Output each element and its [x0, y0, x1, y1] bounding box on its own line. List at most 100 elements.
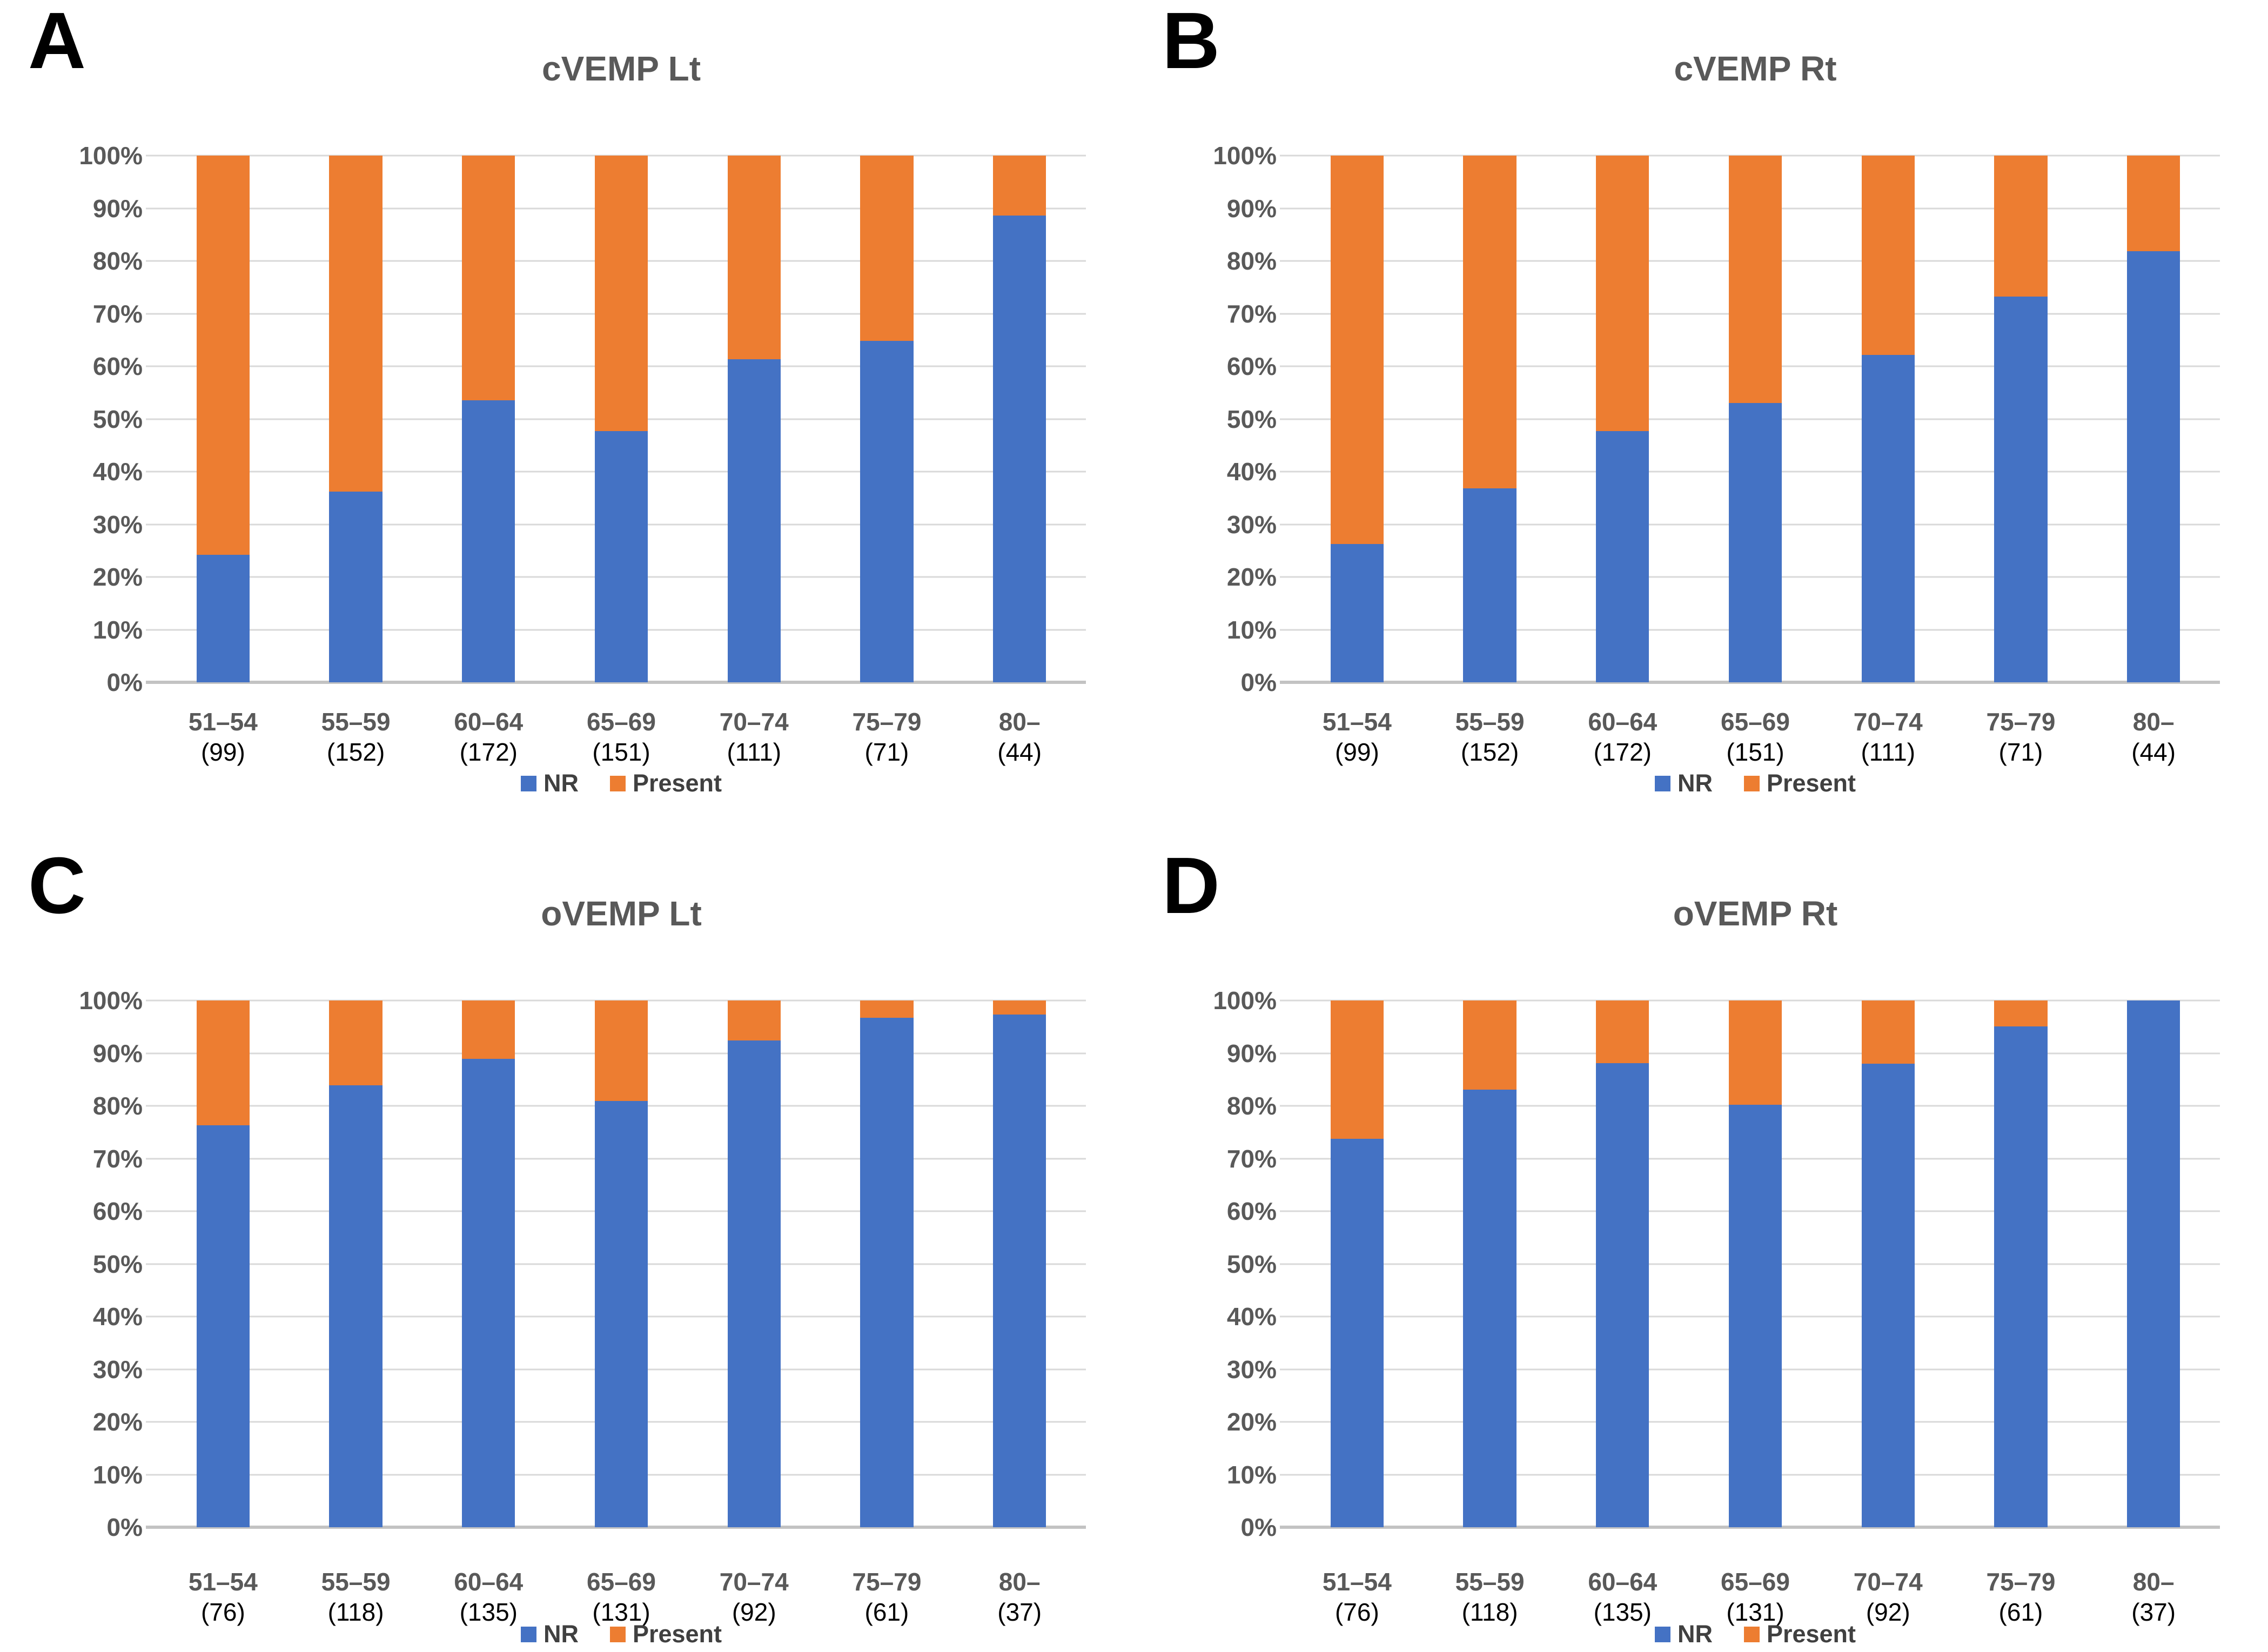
age-range-label: 65–69: [587, 708, 656, 736]
present-segment: [329, 1000, 383, 1085]
y-tick-label: 60%: [1226, 352, 1277, 380]
bar-slot: [1822, 1000, 1955, 1527]
present-segment: [1463, 156, 1517, 489]
y-tick-label: 70%: [92, 1144, 143, 1173]
y-tick-label: 20%: [92, 563, 143, 591]
bars-container: [157, 1000, 1086, 1527]
y-tick-label: 80%: [1226, 1092, 1277, 1120]
count-label: (76): [200, 1598, 245, 1627]
bars-container: [157, 156, 1086, 682]
stacked-bar: [329, 1000, 383, 1527]
present-segment: [196, 156, 250, 555]
x-category-label: 80– (37): [2087, 1567, 2220, 1627]
bar-slot: [1822, 156, 1955, 682]
chart-panel-c: C oVEMP Lt 100% 90% 80% 70% 60% 50% 40% 30% 20% 1…: [0, 826, 1134, 1652]
count-label: (172): [1593, 738, 1652, 767]
count-label: (44): [997, 738, 1042, 767]
x-category-label: 80– (44): [2087, 707, 2220, 767]
age-range-label: 51–54: [188, 708, 258, 736]
count-label: (135): [459, 1598, 518, 1627]
x-category-label: 51–54 (99): [1291, 707, 1424, 767]
present-segment: [196, 1000, 250, 1126]
legend: NR Present: [157, 769, 1086, 797]
x-category-label: 55–59 (152): [1424, 707, 1556, 767]
count-label: (92): [1866, 1598, 1910, 1627]
chart-title: oVEMP Rt: [1673, 894, 1838, 933]
legend: NR Present: [157, 1620, 1086, 1648]
bars-container: [1291, 1000, 2220, 1527]
nr-segment: [2127, 1000, 2180, 1527]
present-segment: [1728, 156, 1782, 404]
legend-label: Present: [1766, 1620, 1856, 1648]
y-axis: 100% 90% 80% 70% 60% 50% 40% 30% 20% 10% 0%: [5, 986, 157, 1541]
age-range-label: 80–: [2132, 708, 2175, 736]
y-tick-label: 90%: [92, 1039, 143, 1067]
nr-segment: [1463, 488, 1517, 682]
x-category-label: 75–79 (61): [821, 1567, 954, 1627]
nr-segment: [329, 1085, 383, 1527]
y-tick-label: 0%: [106, 1513, 143, 1541]
legend-item-nr: NR: [1654, 1620, 1713, 1648]
bar-slot: [290, 1000, 422, 1527]
y-tick-label: 60%: [92, 1197, 143, 1225]
nr-segment: [860, 341, 914, 682]
x-category-label: 80– (44): [953, 707, 1086, 767]
bar-slot: [422, 1000, 555, 1527]
x-axis: 51–54 (99) 55–59 (152) 60–64 (172) 65–69 (151) 7…: [157, 707, 1086, 767]
age-range-label: 70–74: [1853, 708, 1923, 736]
x-category-label: 60–64 (135): [1556, 1567, 1689, 1627]
count-label: (151): [1726, 738, 1784, 767]
bars-container: [1291, 156, 2220, 682]
x-category-label: 51–54 (76): [157, 1567, 290, 1627]
y-tick-label: 20%: [1226, 563, 1277, 591]
stacked-bar: [1994, 156, 2048, 682]
bar-slot: [821, 1000, 954, 1527]
y-tick-label: 40%: [92, 458, 143, 486]
present-segment: [1994, 156, 2048, 297]
legend-item-present: Present: [1743, 769, 1856, 797]
nr-segment: [1728, 1105, 1782, 1527]
legend-label: NR: [543, 769, 579, 797]
present-segment: [993, 1000, 1046, 1015]
age-range-label: 65–69: [1721, 1568, 1790, 1596]
plot-area: [1280, 999, 2220, 1529]
count-label: (37): [997, 1598, 1042, 1627]
present-segment: [1861, 156, 1915, 355]
age-range-label: 55–59: [1455, 708, 1525, 736]
y-tick-label: 30%: [92, 510, 143, 539]
present-segment: [2127, 156, 2180, 252]
bar-slot: [1424, 1000, 1556, 1527]
x-axis: 51–54 (76) 55–59 (118) 60–64 (135) 65–69 (131) 7…: [1291, 1567, 2220, 1627]
age-range-label: 55–59: [321, 1568, 391, 1596]
chart-panel-d: D oVEMP Rt 100% 90% 80% 70% 60% 50% 40% 30% 20% 1…: [1134, 826, 2268, 1652]
age-range-label: 51–54: [1322, 1568, 1392, 1596]
age-range-label: 65–69: [587, 1568, 656, 1596]
bar-slot: [1955, 156, 2088, 682]
count-label: (111): [727, 738, 782, 767]
present-segment: [462, 1000, 515, 1059]
legend-swatch-nr: [1654, 1626, 1670, 1642]
legend-item-present: Present: [1743, 1620, 1856, 1648]
bar-slot: [1689, 156, 1822, 682]
y-tick-label: 70%: [1226, 299, 1277, 328]
stacked-bar: [1861, 1000, 1915, 1527]
x-category-label: 60–64 (135): [422, 1567, 555, 1627]
y-tick-label: 0%: [106, 668, 143, 696]
legend-swatch-present: [609, 1626, 626, 1642]
plot-area: [146, 155, 1086, 684]
nr-segment: [1463, 1089, 1517, 1527]
x-category-label: 70–74 (92): [1822, 1567, 1955, 1627]
nr-segment: [196, 555, 250, 682]
x-category-label: 65–69 (151): [1689, 707, 1822, 767]
present-segment: [727, 1000, 781, 1041]
count-label: (131): [1726, 1598, 1784, 1627]
nr-segment: [1330, 543, 1384, 682]
count-label: (152): [326, 738, 385, 767]
count-label: (111): [1861, 738, 1916, 767]
stacked-bar: [196, 1000, 250, 1527]
bar-slot: [555, 156, 688, 682]
age-range-label: 75–79: [852, 1568, 922, 1596]
nr-segment: [1596, 1063, 1649, 1527]
nr-segment: [196, 1125, 250, 1527]
age-range-label: 51–54: [188, 1568, 258, 1596]
